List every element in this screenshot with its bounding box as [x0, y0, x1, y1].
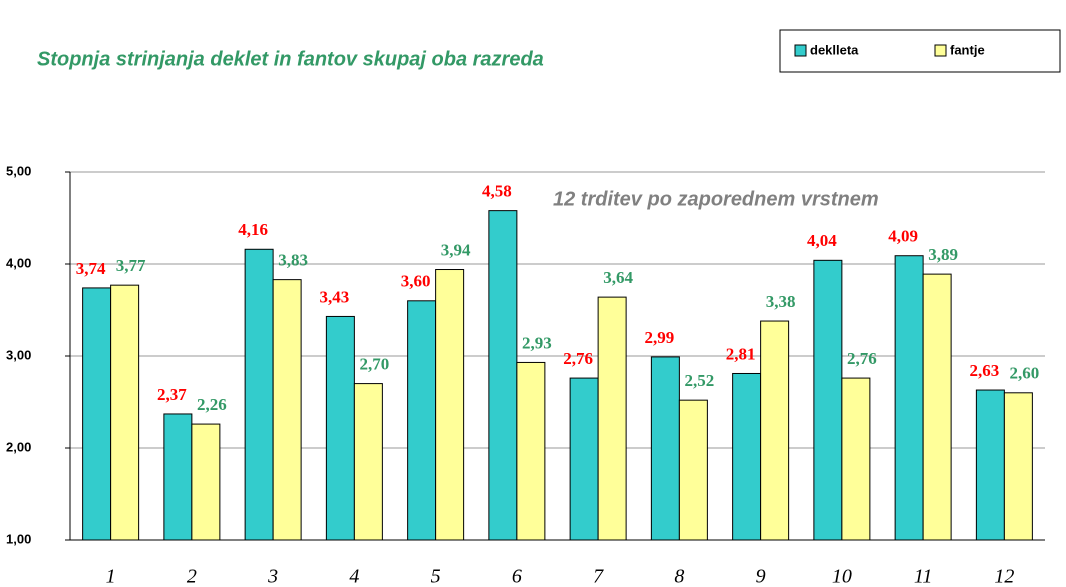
bar [244, 248, 274, 541]
value-label: 2,76 [847, 349, 877, 368]
value-label: 2,52 [685, 371, 715, 390]
legend-swatch [794, 44, 807, 57]
value-label: 3,64 [603, 268, 633, 287]
x-tick-label: 4 [349, 566, 359, 587]
bar [163, 413, 193, 541]
bar [353, 383, 383, 541]
value-label: 2,81 [726, 344, 756, 363]
x-tick-label: 5 [431, 566, 441, 587]
bar [650, 356, 680, 541]
bar [516, 361, 546, 541]
value-label: 3,94 [441, 240, 471, 259]
x-tick-label: 7 [593, 566, 604, 587]
bar [597, 296, 627, 541]
y-tick-label: 2,00 [6, 439, 31, 454]
x-tick-label: 1 [106, 566, 116, 587]
bar [110, 284, 140, 541]
value-label: 2,70 [360, 355, 390, 374]
legend-label: fantje [950, 42, 985, 57]
y-tick-label: 3,00 [6, 347, 31, 362]
value-label: 2,63 [970, 361, 1000, 380]
x-tick-label: 10 [832, 566, 852, 587]
value-label: 2,60 [1010, 364, 1040, 383]
bar [813, 259, 843, 541]
legend-swatch [934, 44, 947, 57]
x-tick-label: 8 [674, 566, 684, 587]
x-tick-label: 12 [994, 566, 1014, 587]
value-label: 4,04 [807, 231, 837, 250]
bar [732, 372, 762, 541]
value-label: 2,37 [157, 385, 187, 404]
bar [1003, 392, 1033, 541]
value-label: 4,09 [888, 227, 918, 246]
value-label: 3,77 [116, 256, 146, 275]
x-tick-label: 11 [914, 566, 933, 587]
value-label: 4,58 [482, 182, 512, 201]
value-label: 3,89 [928, 245, 958, 264]
bar [894, 255, 924, 541]
bar [678, 399, 708, 541]
y-tick-label: 5,00 [6, 163, 31, 178]
value-label: 3,74 [76, 259, 106, 278]
value-label: 2,26 [197, 395, 227, 414]
bar [488, 210, 518, 541]
bar [435, 269, 465, 541]
value-label: 2,93 [522, 333, 552, 352]
bar [82, 287, 112, 541]
bar [407, 300, 437, 541]
y-tick-label: 1,00 [6, 531, 31, 546]
bar [272, 279, 302, 541]
bar [325, 315, 355, 541]
value-label: 4,16 [238, 220, 268, 239]
legend-label: deklleta [810, 42, 859, 57]
value-label: 3,60 [401, 272, 431, 291]
bar [760, 320, 790, 541]
value-label: 2,76 [563, 349, 593, 368]
chart-title: Stopnja strinjanja deklet in fantov skup… [37, 48, 544, 70]
x-tick-label: 2 [187, 566, 197, 587]
value-label: 3,83 [278, 251, 308, 270]
value-label: 2,99 [645, 328, 675, 347]
bar [975, 389, 1005, 541]
annotation: 12 trditev po zaporednem vrstnem [553, 188, 879, 210]
bar [191, 423, 221, 541]
bar [569, 377, 599, 541]
value-label: 3,38 [766, 292, 796, 311]
bar [841, 377, 871, 541]
bar [922, 273, 952, 541]
legend-box [779, 29, 1061, 73]
value-label: 3,43 [320, 287, 350, 306]
x-tick-label: 9 [756, 566, 766, 587]
y-tick-label: 4,00 [6, 255, 31, 270]
x-tick-label: 3 [267, 566, 278, 587]
x-tick-label: 6 [512, 566, 522, 587]
